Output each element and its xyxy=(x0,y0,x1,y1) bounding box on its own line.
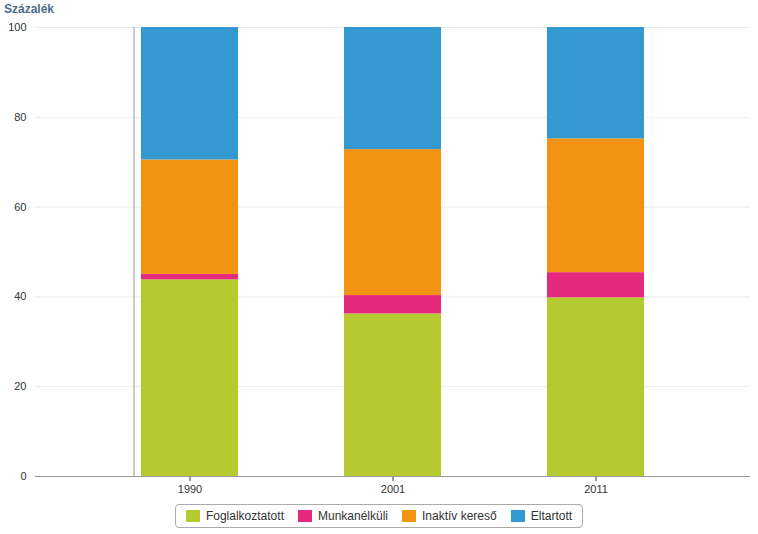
html-text:Inaktív kereső: Inaktív kereső xyxy=(422,509,497,523)
svg-text:80: 80 xyxy=(14,111,26,123)
svg-text:100: 100 xyxy=(8,21,26,33)
svg-text:2011: 2011 xyxy=(584,483,608,495)
svg-text:2001: 2001 xyxy=(381,483,405,495)
html-text:Munkanélküli: Munkanélküli xyxy=(318,509,388,523)
svg-text:40: 40 xyxy=(14,290,26,302)
svg-text:0: 0 xyxy=(20,470,26,482)
svg-text:20: 20 xyxy=(14,380,26,392)
svg-text:1990: 1990 xyxy=(178,483,202,495)
svg-text:60: 60 xyxy=(14,201,26,213)
html-text:Százalék: Százalék xyxy=(4,2,54,16)
html-text:Foglalkoztatott: Foglalkoztatott xyxy=(205,509,284,523)
html-text:Eltartott: Eltartott xyxy=(530,509,573,523)
